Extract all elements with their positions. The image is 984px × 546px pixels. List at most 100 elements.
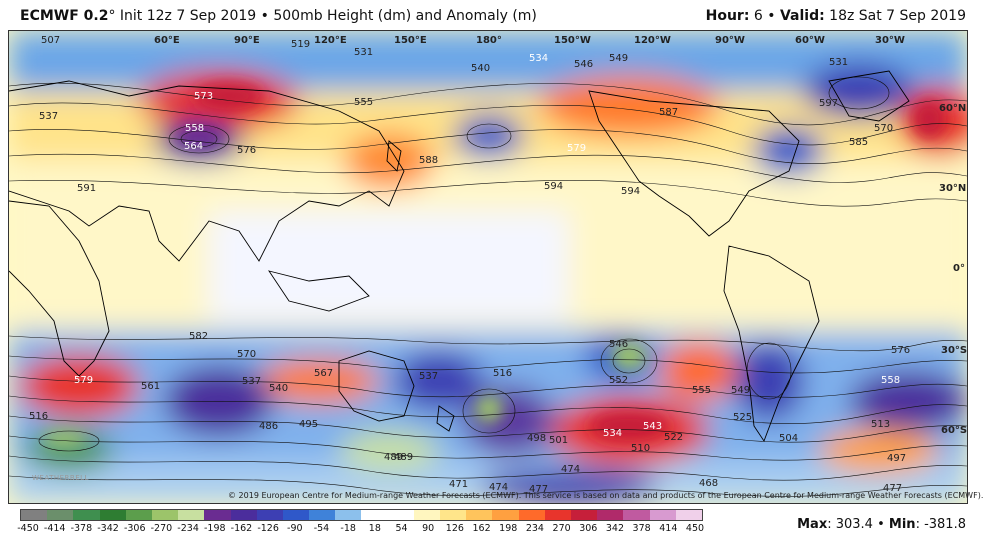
colorbar-tick-label: -90 [287, 523, 303, 534]
height-contour-label: 477 [529, 484, 548, 495]
north-america-coast [588, 90, 800, 237]
height-contours [9, 76, 967, 497]
height-contour-label: 489 [384, 452, 403, 463]
height-contour-label: 501 [549, 435, 568, 446]
colorbar-tick-label: 126 [445, 523, 464, 534]
colorbar-segment [570, 510, 598, 520]
eurasia-coast [9, 80, 405, 262]
indonesia-coast [267, 270, 370, 312]
height-contour-label: 579 [74, 375, 93, 386]
lon-label-90e: 90°E [234, 35, 260, 46]
min-label: Min [888, 517, 916, 532]
colorbar-tick-label: -18 [340, 523, 356, 534]
height-contour-label: 504 [779, 433, 798, 444]
lon-label-60w: 60°W [795, 35, 825, 46]
colorbar [20, 509, 703, 521]
colorbar-tick-label: 270 [552, 523, 571, 534]
colorbar-tick-label: 306 [579, 523, 598, 534]
colorbar-segment [387, 510, 414, 520]
height-contour-label: 519 [291, 39, 310, 50]
colorbar-segment [204, 510, 231, 520]
colorbar-segment [73, 510, 100, 520]
height-contour-label: 531 [829, 57, 848, 68]
colorbar-tick-label: 162 [472, 523, 491, 534]
colorbar-tick-label: -378 [70, 523, 93, 534]
height-contour-label: 522 [664, 432, 683, 443]
lat-label-30n: 30°N [939, 183, 966, 194]
stats-separator: • [877, 517, 885, 532]
height-contour-label: 552 [609, 375, 628, 386]
max-value: 303.4 [835, 517, 873, 532]
lon-label-30w: 30°W [875, 35, 905, 46]
japan-coast [386, 140, 402, 172]
colorbar-tick-label: 54 [395, 523, 408, 534]
lat-label-60n: 60°N [939, 103, 966, 114]
product-name: 500mb Height (dm) and Anomaly (m) [273, 8, 537, 24]
lat-label-0: 0° [953, 263, 965, 274]
height-contour-label: 561 [141, 381, 160, 392]
height-contour-label: 585 [849, 137, 868, 148]
valid-value: 18z Sat 7 Sep 2019 [829, 8, 966, 24]
lon-label-120w: 120°W [634, 35, 671, 46]
height-contour-label: 558 [881, 375, 900, 386]
africa-coast [9, 200, 110, 377]
height-contour-label: 579 [567, 143, 586, 154]
lat-label-60s: 60°S [941, 425, 967, 436]
colorbar-segment [675, 510, 702, 520]
colorbar-tick-label: -270 [150, 523, 173, 534]
height-contour-label: 516 [493, 368, 512, 379]
colorbar-segment [544, 510, 571, 520]
height-contour-label: 570 [874, 123, 893, 134]
copyright-notice: © 2019 European Centre for Medium-range … [228, 491, 984, 500]
height-contour-label: 558 [185, 123, 204, 134]
height-contour-label: 534 [529, 53, 548, 64]
height-contour-label: 555 [692, 385, 711, 396]
height-contour-label: 477 [883, 483, 902, 494]
colorbar-tick-label: -450 [17, 523, 39, 534]
height-contour-label: 489 [394, 452, 413, 463]
height-contour-label: 534 [603, 428, 622, 439]
height-contour-label: 468 [699, 478, 718, 489]
height-contour-label: 497 [887, 453, 906, 464]
height-contour-label: 540 [269, 383, 288, 394]
weather-map: 60°E 90°E 120°E 150°E 180° 150°W 120°W 9… [8, 30, 968, 504]
colorbar-segment [230, 510, 257, 520]
australia-coast [338, 350, 415, 422]
height-contour-label: 549 [609, 53, 628, 64]
height-contour-label: 474 [561, 464, 580, 475]
title-separator: • [260, 8, 269, 24]
lon-label-90w: 90°W [715, 35, 745, 46]
height-contour-label: 495 [299, 419, 318, 430]
height-contour-label: 570 [237, 349, 256, 360]
height-contour-label: 537 [242, 376, 261, 387]
height-contour-label: 513 [871, 419, 890, 430]
colorbar-tick-label: 234 [525, 523, 544, 534]
init-time: Init 12z 7 Sep 2019 [119, 8, 257, 24]
lon-label-150w: 150°W [554, 35, 591, 46]
anomaly-cores [42, 82, 947, 447]
colorbar-segment [413, 510, 440, 520]
colorbar-segment [47, 510, 74, 520]
max-label: Max [797, 517, 828, 532]
south-america-coast [723, 245, 820, 442]
degree-symbol: ° [108, 8, 116, 24]
hour-label: Hour: [705, 8, 750, 24]
height-contour-label: 531 [354, 47, 373, 58]
colorbar-tick-label: -162 [230, 523, 253, 534]
colorbar-segment [518, 510, 545, 520]
latitude-labels: 60°N 30°N 0° 30°S 60°S [939, 103, 967, 436]
colorbar-segment [335, 510, 362, 520]
colorbar-segment [99, 510, 126, 520]
colorbar-segment [282, 510, 310, 520]
colorbar-tick-label: 414 [659, 523, 678, 534]
height-contour-label: 591 [77, 183, 96, 194]
height-contour-label: 564 [184, 141, 203, 152]
height-contour-label: 567 [314, 368, 333, 379]
height-contour-label: 576 [237, 145, 256, 156]
colorbar-segment [649, 510, 676, 520]
colorbar-segment [623, 510, 650, 520]
lat-label-30s: 30°S [941, 345, 967, 356]
hour-value: 6 [753, 8, 763, 24]
colorbar-tick-label: 342 [605, 523, 625, 534]
colorbar-segment [597, 510, 624, 520]
